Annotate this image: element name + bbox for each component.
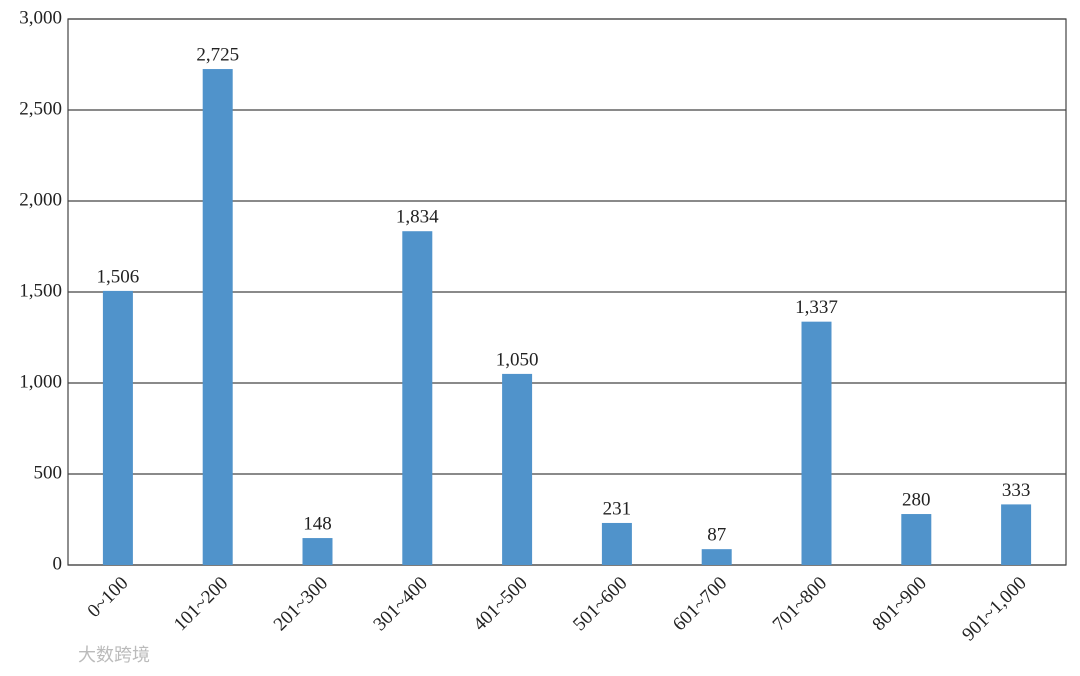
y-tick-label: 2,000: [19, 189, 62, 210]
y-tick-label: 0: [53, 553, 63, 574]
bar: [801, 321, 832, 565]
value-label: 148: [303, 513, 332, 534]
y-tick-label: 1,000: [19, 371, 62, 392]
y-tick-label: 1,500: [19, 280, 62, 301]
value-label: 87: [707, 525, 726, 546]
value-label: 280: [902, 489, 931, 510]
bar: [102, 290, 133, 565]
bar: [402, 231, 433, 565]
value-label: 1,834: [396, 207, 439, 228]
y-tick-label: 3,000: [19, 7, 62, 28]
value-label: 1,506: [97, 266, 140, 287]
bar: [202, 69, 233, 566]
bar: [601, 522, 632, 565]
value-label: 2,725: [196, 44, 239, 65]
bar: [901, 514, 932, 565]
bar: [1001, 504, 1032, 565]
bar: [302, 538, 333, 565]
value-label: 333: [1002, 480, 1031, 501]
value-label: 1,337: [795, 297, 838, 318]
y-tick-label: 2,500: [19, 98, 62, 119]
bar: [502, 373, 533, 565]
value-label: 231: [603, 498, 632, 519]
y-tick-label: 500: [34, 462, 63, 483]
value-label: 1,050: [496, 349, 539, 370]
plot-frame: [67, 18, 1067, 566]
bar: [701, 549, 732, 565]
watermark: 大数跨境: [78, 645, 150, 666]
